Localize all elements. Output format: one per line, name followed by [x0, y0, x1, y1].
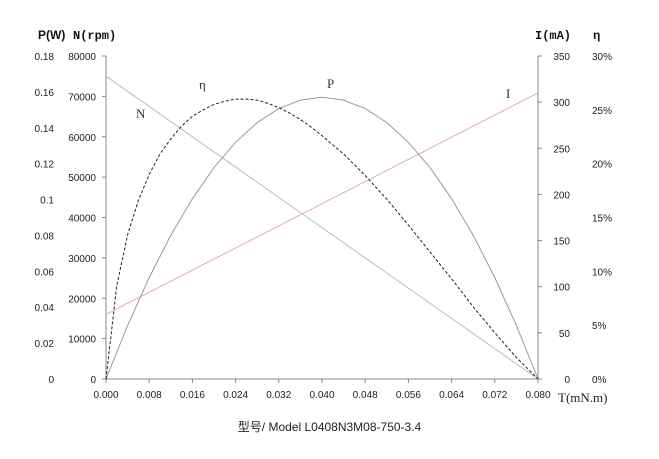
x-tick-label: 0.024 [223, 390, 248, 401]
tick-labels: 0 0.02 0.04 0.06 0.08 0.1 0.12 0.14 0.16 0.18 0 100… [35, 52, 613, 405]
power-axis-label: P(W) [38, 28, 65, 42]
series-line-current [105, 92, 539, 315]
x-tick-label: 0.064 [439, 390, 464, 401]
power-tick-label: 0.16 [35, 88, 55, 99]
speed-tick-label: 40000 [68, 214, 96, 225]
x-tick-label: 0.008 [137, 390, 162, 401]
current-tick-label: 300 [553, 98, 570, 109]
power-tick-label: 0.12 [35, 160, 55, 171]
series-label-current: I [506, 86, 510, 101]
efficiency-tick-label: 10% [592, 267, 612, 278]
current-tick-label: 350 [553, 52, 570, 63]
x-tick-label: 0.072 [482, 390, 507, 401]
series-group [105, 75, 539, 380]
power-tick-label: 0.14 [35, 124, 55, 135]
current-tick-label: 150 [553, 237, 570, 248]
series-label-power: P [327, 76, 334, 91]
current-tick-label: 50 [559, 329, 571, 340]
speed-tick-label: 70000 [68, 92, 96, 103]
speed-tick-label: 50000 [68, 173, 96, 184]
current-tick-label: 0 [564, 375, 570, 386]
speed-tick-label: 30000 [68, 254, 96, 265]
power-tick-label: 0.02 [35, 339, 55, 350]
power-tick-label: 0 [48, 375, 54, 386]
x-tick-label: 0.000 [93, 390, 118, 401]
x-tick-label: 0.040 [309, 390, 334, 401]
current-tick-label: 200 [553, 190, 570, 201]
speed-tick-label: 0 [90, 375, 96, 386]
x-tick-label: 0.056 [396, 390, 421, 401]
power-tick-label: 0.18 [35, 52, 55, 63]
efficiency-tick-label: 15% [592, 214, 612, 225]
efficiency-tick-label: 0% [592, 375, 607, 386]
series-line-speed [105, 75, 539, 380]
series-line-power [105, 96, 539, 380]
efficiency-tick-label: 25% [592, 106, 612, 117]
axes [102, 55, 542, 383]
x-axis-unit-label: T(mN.m) [558, 390, 607, 405]
speed-tick-label: 10000 [68, 335, 96, 346]
x-tick-label: 0.080 [525, 390, 550, 401]
series-label-speed: N [136, 106, 146, 121]
power-tick-label: 0.04 [35, 303, 55, 314]
x-tick-label: 0.016 [180, 390, 205, 401]
speed-axis-label: N(rpm) [73, 29, 116, 43]
series-line-efficiency [105, 98, 539, 380]
series-label-efficiency: η [199, 77, 206, 92]
speed-tick-label: 60000 [68, 133, 96, 144]
power-tick-label: 0.06 [35, 267, 55, 278]
efficiency-tick-label: 20% [592, 160, 612, 171]
power-tick-label: 0.1 [40, 196, 54, 207]
x-tick-label: 0.048 [353, 390, 378, 401]
power-tick-label: 0.08 [35, 231, 55, 242]
speed-tick-label: 20000 [68, 294, 96, 305]
efficiency-tick-label: 5% [592, 321, 607, 332]
current-axis-label: I(mA) [535, 29, 571, 43]
model-caption: 型号/ Model L0408N3M08-750-3.4 [237, 420, 422, 434]
efficiency-tick-label: 30% [592, 52, 612, 63]
current-tick-label: 250 [553, 144, 570, 155]
speed-tick-label: 80000 [68, 52, 96, 63]
x-tick-label: 0.032 [266, 390, 291, 401]
current-tick-label: 100 [553, 283, 570, 294]
efficiency-axis-label: η [593, 28, 600, 42]
